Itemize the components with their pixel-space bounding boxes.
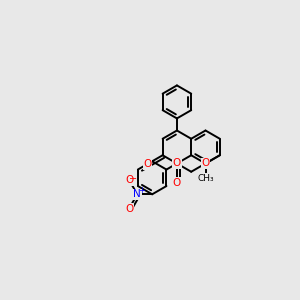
Text: CH₃: CH₃ xyxy=(197,173,214,182)
Text: O: O xyxy=(143,159,152,169)
Text: O: O xyxy=(201,158,210,169)
Text: O: O xyxy=(173,158,181,169)
Text: O: O xyxy=(125,175,133,185)
Text: O: O xyxy=(125,204,133,214)
Text: N: N xyxy=(134,189,141,199)
Text: −: − xyxy=(129,174,137,184)
Text: O: O xyxy=(173,178,181,188)
Text: +: + xyxy=(138,186,145,195)
